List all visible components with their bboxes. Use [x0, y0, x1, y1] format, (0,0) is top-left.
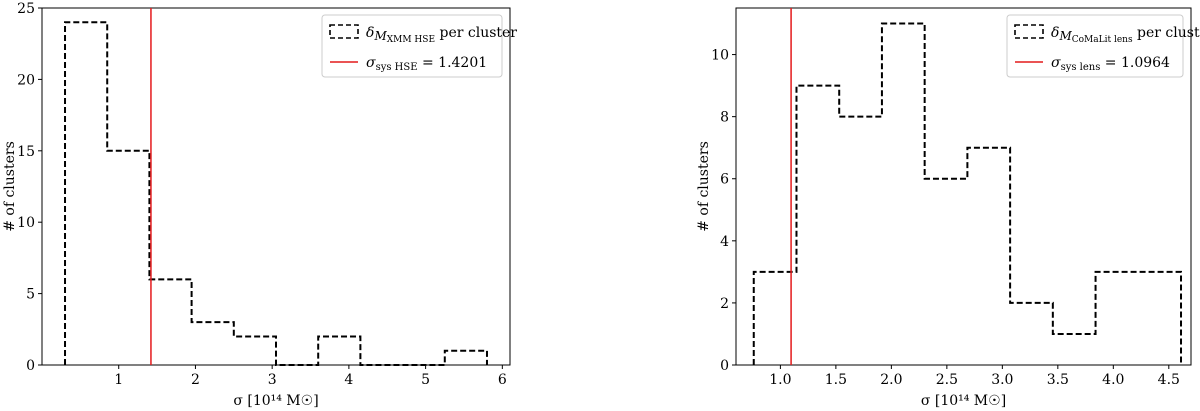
- y-tick-label: 6: [720, 172, 729, 188]
- legend-box: [321, 14, 503, 78]
- histogram-xmm-hse: 1 2 3 4 5 6 0 5 10 15 20 25 σ [10¹⁴ M☉] # of clusters…: [2, 1, 517, 409]
- x-tick-label: 2.5: [936, 372, 958, 388]
- x-tick-label: 6: [498, 372, 507, 388]
- legend-handle-histogram: [329, 24, 359, 39]
- y-tick-label: 2: [720, 296, 729, 312]
- legend-delta: δ: [366, 25, 374, 41]
- legend-box: [1006, 14, 1184, 78]
- legend-sub: CoMaLit lens: [1072, 35, 1133, 45]
- x-tick-label: 1.5: [825, 372, 847, 388]
- x-tick-label: 1: [114, 372, 123, 388]
- legend-delta: δ: [1051, 25, 1059, 41]
- legend-sigma: σ: [1051, 55, 1061, 71]
- x-tick-label: 4.0: [1102, 372, 1124, 388]
- y-axis-label: # of clusters: [696, 141, 712, 232]
- x-tick-label: 4.5: [1158, 372, 1180, 388]
- legend-sub: sys lens: [1061, 62, 1101, 73]
- histogram-series-line: [752, 22, 1183, 365]
- x-axis-label: σ [10¹⁴ M☉]: [921, 393, 1006, 409]
- legend-label-vline: σsys lens = 1.0964: [1051, 55, 1170, 73]
- y-tick-label: 25: [17, 1, 35, 17]
- y-tick-label: 20: [17, 72, 35, 88]
- histogram-series-line: [64, 21, 488, 366]
- y-tick-label: 0: [26, 358, 35, 374]
- y-tick-label: 10: [711, 48, 729, 64]
- legend-m: M: [1058, 29, 1072, 43]
- legend-rest: per cluster: [435, 25, 517, 41]
- y-tick-label: 8: [720, 110, 729, 126]
- legend-rest: = 1.0964: [1100, 55, 1170, 71]
- legend-rest: = 1.4201: [418, 55, 488, 71]
- x-tick-label: 4: [344, 372, 353, 388]
- legend-handle-histogram: [1014, 24, 1044, 39]
- legend-m: M: [373, 29, 387, 43]
- x-tick-label: 2.0: [880, 372, 902, 388]
- legend-label-histogram: δMCoMaLit lens per cluster: [1051, 25, 1200, 45]
- legend-rest: per cluster: [1133, 25, 1200, 41]
- legend-sub: sys HSE: [376, 62, 418, 73]
- legend-sub: XMM HSE: [387, 35, 435, 45]
- x-tick-label: 3.0: [991, 372, 1013, 388]
- y-tick-label: 4: [720, 234, 729, 250]
- legend-label-histogram: δMXMM HSE per cluster: [366, 25, 517, 45]
- x-axis-label: σ [10¹⁴ M☉]: [233, 393, 318, 409]
- x-tick-label: 5: [421, 372, 430, 388]
- y-tick-label: 0: [720, 358, 729, 374]
- x-tick-label: 2: [191, 372, 200, 388]
- x-tick-label: 3.5: [1047, 372, 1069, 388]
- y-axis-label: # of clusters: [2, 141, 18, 232]
- x-tick-label: 3: [268, 372, 277, 388]
- x-tick-label: 1.0: [769, 372, 791, 388]
- legend-label-vline: σsys HSE = 1.4201: [366, 55, 487, 73]
- y-tick-label: 10: [17, 215, 35, 231]
- legend-sigma: σ: [366, 55, 376, 71]
- y-tick-label: 5: [26, 287, 35, 303]
- plot-frame: [735, 7, 1192, 366]
- histogram-comalit-lens: 1.0 1.5 2.0 2.5 3.0 3.5 4.0 4.5 0 2 4 6 8 10 σ [10¹⁴ M…: [696, 7, 1200, 409]
- y-tick-label: 15: [17, 144, 35, 160]
